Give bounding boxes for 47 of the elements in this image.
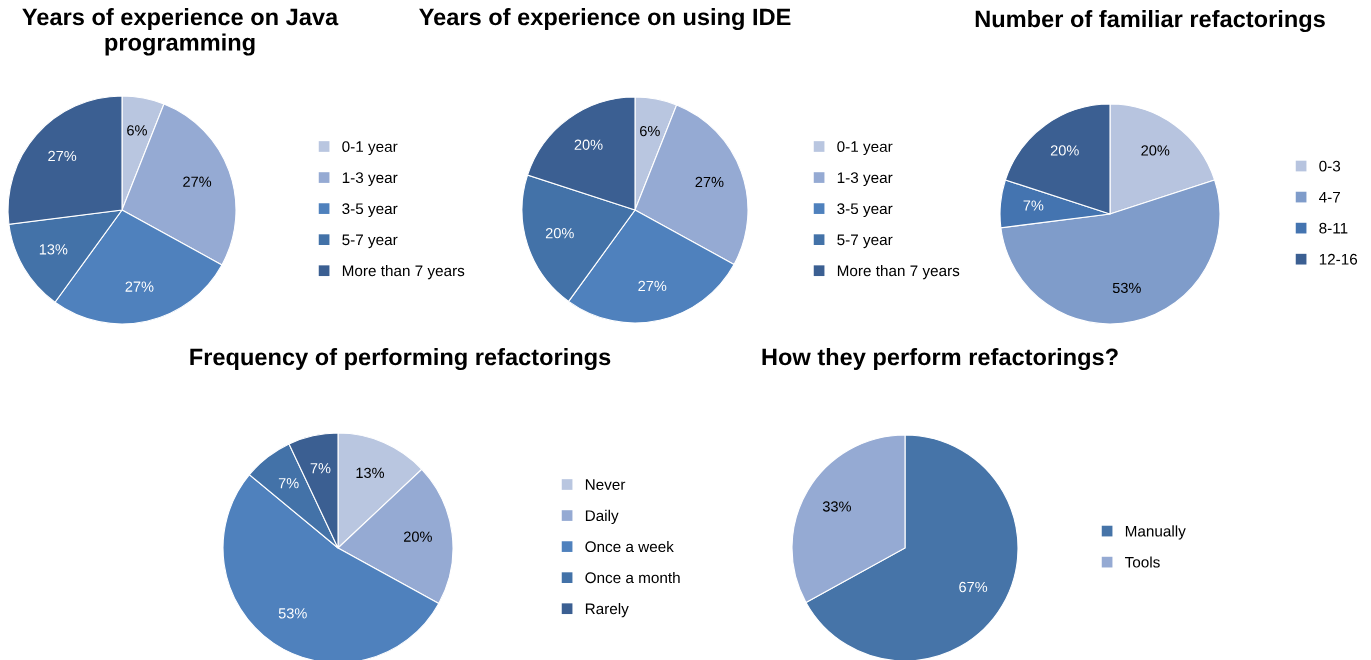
legend-label: Rarely [585,602,629,618]
data-label: 27% [695,176,724,188]
data-label: 7% [310,463,331,474]
legend-label: Daily [585,509,619,525]
legend-label: 0-3 [1319,160,1341,172]
legend-label: Never [585,479,626,491]
data-label: 20% [404,531,432,542]
chart-title: Frequency of performing refactorings [190,348,611,371]
data-label: 13% [39,244,68,255]
data-label: 6% [640,125,660,137]
legend-label: More than 7 years [837,264,960,280]
legend-label: 3-5 year [342,203,398,218]
data-label: 13% [356,467,385,479]
legend-label: 0-1 year [837,141,893,156]
data-label: 27% [183,176,212,187]
chart-title: Years of experience on using IDE [419,8,791,31]
legend-label: 0-1 year [342,141,398,156]
data-label: 7% [1023,200,1044,211]
legend-label: 12-16 [1319,253,1358,265]
legend-label: 4-7 [1319,191,1340,203]
legend-label: 3-5 year [837,203,893,218]
data-label: 53% [1112,282,1141,294]
data-label: 20% [1141,145,1170,156]
data-label: 20% [545,228,574,239]
legend-label: More than 7 years [342,264,465,280]
chart-title: How they perform refactorings? [762,348,1118,371]
data-label: 53% [278,608,307,619]
legend-label: 5-7 year [342,234,398,249]
chart-title: Years of experience on Java programming [22,8,339,56]
data-label: 27% [125,281,154,292]
data-label: 7% [278,478,299,489]
legend-label: Once a week [585,540,674,553]
chart-title: Number of familiar refactorings [975,10,1325,33]
data-label: 67% [959,581,988,593]
data-label: 20% [574,139,603,150]
data-label: 33% [822,501,851,512]
data-label: 27% [48,150,77,162]
legend-label: Once a month [585,571,680,584]
data-label: 20% [1050,145,1079,156]
legend-label: Manually [1125,525,1186,540]
legend-label: 8-11 [1319,222,1348,234]
data-label: 6% [127,125,147,136]
legend-label: Tools [1125,556,1160,568]
data-label: 27% [638,280,667,292]
legend-label: 1-3 year [342,172,398,187]
legend-label: 5-7 year [837,234,893,249]
legend-label: 1-3 year [837,172,893,187]
